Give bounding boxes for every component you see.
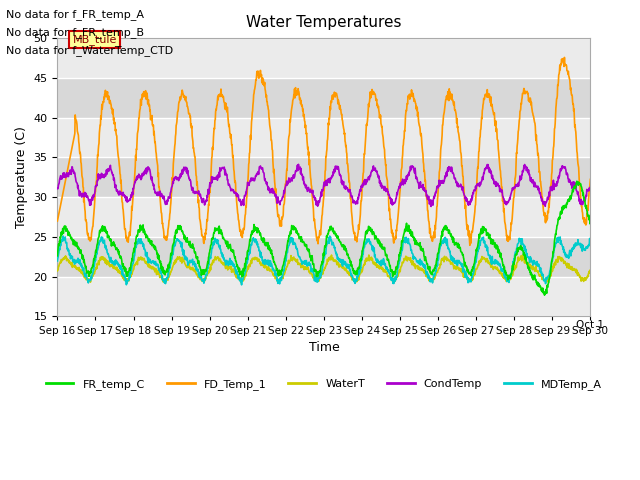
Title: Water Temperatures: Water Temperatures bbox=[246, 15, 402, 30]
Text: MB_tule: MB_tule bbox=[72, 34, 117, 45]
Text: No data for f_FR_temp_A: No data for f_FR_temp_A bbox=[6, 9, 145, 20]
Legend: FR_temp_C, FD_Temp_1, WaterT, CondTemp, MDTemp_A: FR_temp_C, FD_Temp_1, WaterT, CondTemp, … bbox=[41, 374, 607, 395]
Bar bbox=[58, 157, 590, 197]
Y-axis label: Temperature (C): Temperature (C) bbox=[15, 126, 28, 228]
Bar bbox=[58, 78, 590, 118]
Text: No data for f_WaterTemp_CTD: No data for f_WaterTemp_CTD bbox=[6, 45, 173, 56]
X-axis label: Time: Time bbox=[308, 341, 339, 354]
Bar bbox=[58, 237, 590, 276]
Text: Oct 1: Oct 1 bbox=[577, 321, 604, 330]
Text: No data for f_FR_temp_B: No data for f_FR_temp_B bbox=[6, 27, 145, 38]
